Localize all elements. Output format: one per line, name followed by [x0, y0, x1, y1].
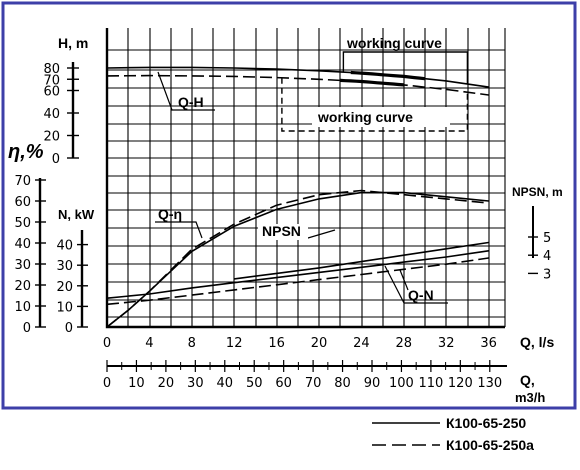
- n-tick-label: 10: [56, 300, 73, 315]
- npsn-curve-250: [234, 241, 489, 280]
- q-ls-tick-label: 20: [311, 336, 328, 351]
- qn-label: Q-N: [408, 287, 434, 303]
- npsn-label-bg: [258, 224, 308, 240]
- npsn-label: NPSN: [262, 223, 301, 239]
- q-ls-tick-label: 36: [480, 336, 497, 351]
- h-tick-label: 40: [43, 107, 60, 122]
- q-m3h-tick-label: 40: [217, 376, 234, 391]
- qeta-label: Q-η: [158, 206, 182, 222]
- eta-tick-label: 10: [14, 300, 31, 315]
- q-m3h-tick-label: 70: [305, 376, 322, 391]
- q-m3h-tick-label: 30: [187, 376, 204, 391]
- legend-label: К100-65-250а: [446, 437, 534, 453]
- q-ls-tick-label: 4: [145, 336, 153, 351]
- qn-curve-250: [106, 250, 489, 299]
- npsn-tick-label: 3: [543, 267, 551, 282]
- h-axis-title: H, m: [58, 35, 88, 51]
- npsn-tick-label: 4: [543, 249, 551, 264]
- legend: К100-65-250 К100-65-250а: [372, 415, 534, 453]
- q-m3h-tick-label: 20: [158, 376, 175, 391]
- eta-tick-label: 40: [14, 237, 31, 252]
- h-tick-label: 0: [52, 152, 60, 167]
- q-ls-tick-label: 24: [353, 336, 370, 351]
- q-m3h-tick-label: 120: [448, 376, 473, 391]
- q-ls-tick-label: 0: [103, 336, 111, 351]
- series: [106, 66, 489, 328]
- q-m3h-tick-label: 80: [334, 376, 351, 391]
- qeta-leader: [155, 221, 203, 239]
- legend-label: К100-65-250: [446, 415, 526, 431]
- q-m3h-tick-label: 0: [103, 376, 111, 391]
- eta-tick-label: 30: [14, 258, 31, 273]
- h-tick-label: 70: [43, 73, 60, 88]
- n-tick-label: 20: [56, 280, 73, 295]
- eta-tick-label: 60: [14, 195, 31, 210]
- n-axis-title: N, kW: [58, 207, 95, 222]
- q-ls-tick-label: 28: [396, 336, 413, 351]
- working-range-box-250: [342, 51, 469, 85]
- eta-axis-title: η,%: [8, 141, 44, 163]
- q-ls-tick-label: 32: [438, 336, 455, 351]
- h-tick-label: 20: [43, 130, 60, 145]
- qn-leader: [384, 265, 448, 304]
- q-ls-tick-label: 16: [268, 336, 285, 351]
- q-ls-tick-label: 12: [226, 336, 243, 351]
- eta-tick-label: 0: [23, 321, 31, 336]
- working-curve-label-bg: [312, 107, 450, 127]
- q-m3h-tick-label: 10: [128, 376, 145, 391]
- qn-leader-2: [399, 269, 409, 291]
- q-m3h-tick-label: 60: [275, 376, 292, 391]
- eta-tick-label: 70: [14, 174, 31, 189]
- h-tick-label: 60: [43, 85, 60, 100]
- q-ls-axis-title: Q, l/s: [520, 334, 554, 350]
- h-tick-label: 80: [43, 62, 60, 77]
- eta-tick-label: 50: [14, 216, 31, 231]
- eta-tick-label: 20: [14, 279, 31, 294]
- q-m3h-axis-title: Q,: [520, 372, 535, 388]
- q-m3h-tick-label: 110: [418, 376, 443, 391]
- working-range-box-250a: [281, 77, 469, 132]
- qh-label: Q-H: [178, 94, 204, 110]
- q-ls-tick-label: 8: [188, 336, 196, 351]
- q-m3h-tick-label: 50: [246, 376, 263, 391]
- q-m3h-tick-label: 100: [389, 376, 414, 391]
- npsn-tick-label: 5: [543, 231, 551, 246]
- qh-curve-250a: [106, 74, 489, 96]
- n-tick-label: 30: [56, 259, 73, 274]
- working-curve-label-2: working curve: [317, 109, 413, 125]
- n-tick-label: 0: [65, 321, 73, 336]
- qeta-curve-250a: [106, 189, 489, 328]
- n-tick-label: 40: [56, 239, 73, 254]
- qh-leader: [157, 71, 215, 111]
- q-m3h-axis-title-unit: m3/h: [515, 390, 545, 405]
- qh-curve-250: [106, 66, 489, 88]
- working-curve-label: working curve: [346, 35, 442, 51]
- npsn-axis-title: NPSN, m: [512, 185, 563, 199]
- q-m3h-tick-label: 90: [364, 376, 381, 391]
- q-m3h-tick-label: 130: [477, 376, 502, 391]
- qn-curve-250a: [106, 257, 489, 306]
